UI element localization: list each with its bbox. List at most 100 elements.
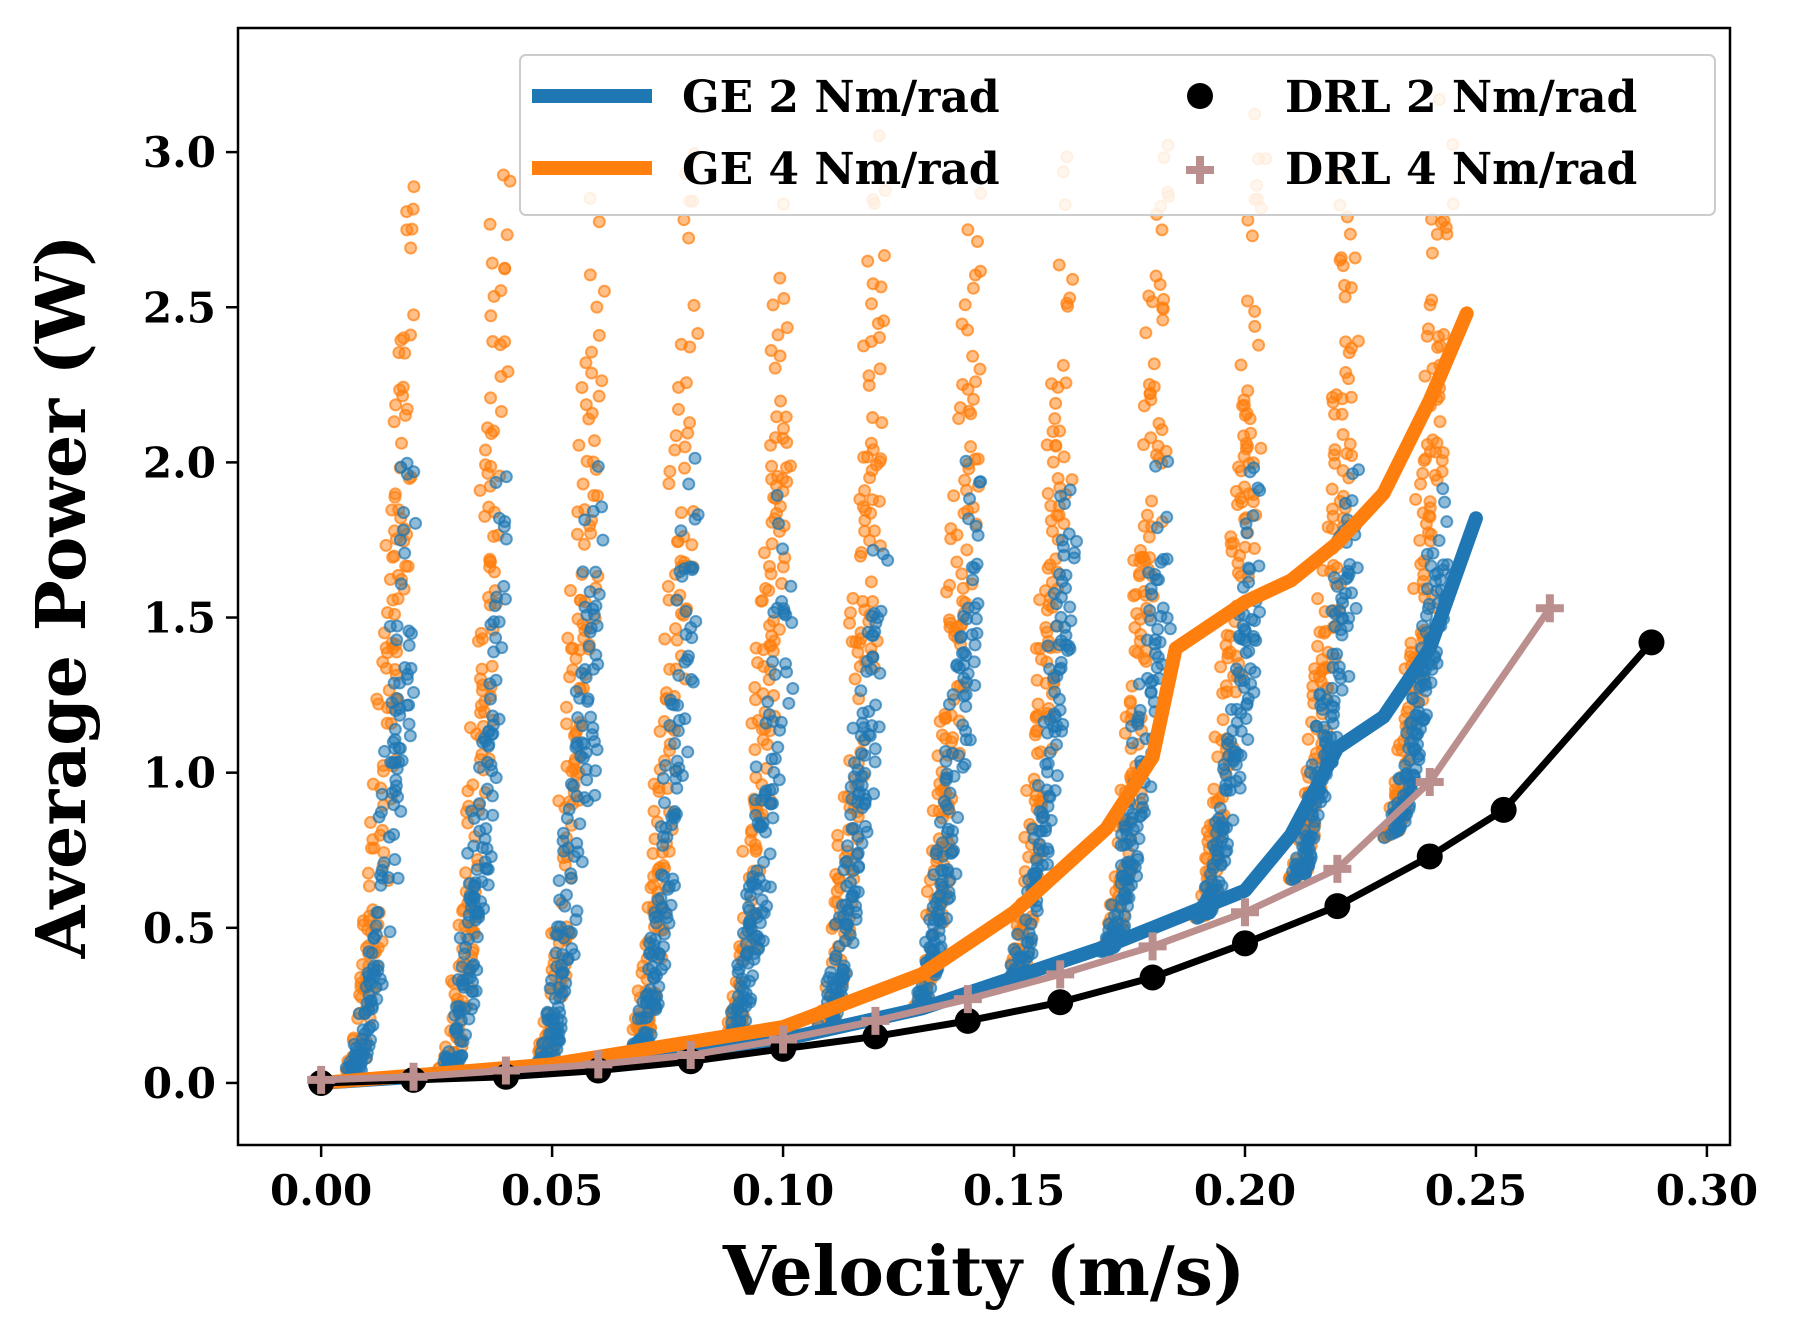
scatter-point: [550, 960, 564, 974]
scatter-point: [1019, 913, 1033, 927]
drl4-marker: [307, 1065, 336, 1094]
scatter-point: [463, 721, 477, 735]
scatter-point: [780, 321, 794, 335]
scatter-point: [681, 426, 695, 440]
scatter-point: [584, 526, 598, 540]
scatter-point: [1254, 441, 1268, 455]
scatter-point: [759, 825, 773, 839]
scatter-point: [959, 454, 973, 468]
scatter-point: [485, 789, 499, 803]
drl4-marker: [399, 1062, 428, 1091]
scatter-point: [1214, 660, 1228, 674]
scatter-point: [549, 946, 563, 960]
scatter-point: [547, 1006, 561, 1020]
scatter-point: [654, 891, 668, 905]
scatter-point: [579, 356, 593, 370]
scatter-point: [844, 808, 858, 822]
scatter-point: [1144, 780, 1158, 794]
scatter-point: [1336, 428, 1350, 442]
scatter-point: [876, 547, 890, 561]
scatter-point: [655, 868, 669, 882]
scatter-point: [483, 692, 497, 706]
scatter-point: [1216, 713, 1230, 727]
scatter-point: [485, 256, 499, 270]
scatter-point: [1325, 482, 1339, 496]
scatter-point: [470, 930, 484, 944]
scatter-point: [408, 516, 422, 530]
scatter-point: [685, 538, 699, 552]
scatter-point: [570, 527, 584, 541]
legend-ge2-label: GE 2 Nm/rad: [682, 72, 1000, 123]
scatter-point: [837, 909, 851, 923]
scatter-point: [958, 298, 972, 312]
scatter-point: [771, 740, 785, 754]
scatter-point: [365, 1002, 379, 1016]
scatter-point: [1343, 437, 1357, 451]
scatter-point: [776, 542, 790, 556]
scatter-point: [1245, 229, 1259, 243]
scatter-point: [865, 629, 879, 643]
scatter-point: [1149, 459, 1163, 473]
scatter-point: [658, 632, 672, 646]
scatter-point: [1338, 290, 1352, 304]
scatter-point: [1043, 662, 1057, 676]
scatter-point: [1317, 626, 1331, 640]
scatter-point: [489, 673, 503, 687]
scatter-point: [785, 616, 799, 630]
scatter-point: [591, 459, 605, 473]
scatter-point: [855, 801, 869, 815]
scatter-point: [958, 473, 972, 487]
scatter-point: [1130, 850, 1144, 864]
scatter-point: [1338, 496, 1352, 510]
scatter-point: [1161, 455, 1175, 469]
drl4-marker: [953, 985, 982, 1014]
scatter-point: [950, 658, 964, 672]
scatter-point: [371, 905, 385, 919]
scatter-point: [680, 653, 694, 667]
scatter-point: [1156, 301, 1170, 315]
scatter-point: [585, 345, 599, 359]
scatter-point: [1145, 295, 1159, 309]
drl2-marker: [1416, 843, 1443, 870]
scatter-point: [942, 697, 956, 711]
scatter-point: [578, 600, 592, 614]
scatter-point: [1137, 438, 1151, 452]
scatter-point: [961, 223, 975, 237]
scatter-point: [854, 545, 868, 559]
scatter-point: [1315, 652, 1329, 666]
scatter-point: [1056, 358, 1070, 372]
scatter-point: [969, 375, 983, 389]
scatter-point: [875, 416, 889, 430]
scatter-point: [1156, 313, 1170, 327]
scatter-point: [668, 737, 682, 751]
scatter-point: [1311, 639, 1325, 653]
scatter-point: [1029, 641, 1043, 655]
scatter-point: [482, 500, 496, 514]
scatter-point: [1239, 712, 1253, 726]
legend-drl4-marker: [1186, 156, 1214, 184]
scatter-point: [682, 477, 696, 491]
scatter-point: [1239, 646, 1253, 660]
scatter-point: [466, 959, 480, 973]
scatter-point: [1121, 858, 1135, 872]
scatter-point: [765, 537, 779, 551]
scatter-point: [1335, 628, 1349, 642]
scatter-point: [551, 920, 565, 934]
scatter-point: [1234, 358, 1248, 372]
scatter-point: [1433, 415, 1447, 429]
scatter-point: [1049, 438, 1063, 452]
scatter-point: [388, 490, 402, 504]
scatter-point: [731, 989, 745, 1003]
scatter-point: [1041, 639, 1055, 653]
scatter-point: [367, 959, 381, 973]
scatter-point: [1343, 227, 1357, 241]
scatter-point: [400, 223, 414, 237]
scatter-point: [1236, 632, 1250, 646]
scatter-point: [1420, 437, 1434, 451]
scatter-point: [479, 822, 493, 836]
scatter-point: [1321, 520, 1335, 534]
drl2-marker: [1139, 964, 1166, 991]
scatter-point: [387, 676, 401, 690]
scatter-point: [536, 1037, 550, 1051]
scatter-point: [495, 641, 509, 655]
